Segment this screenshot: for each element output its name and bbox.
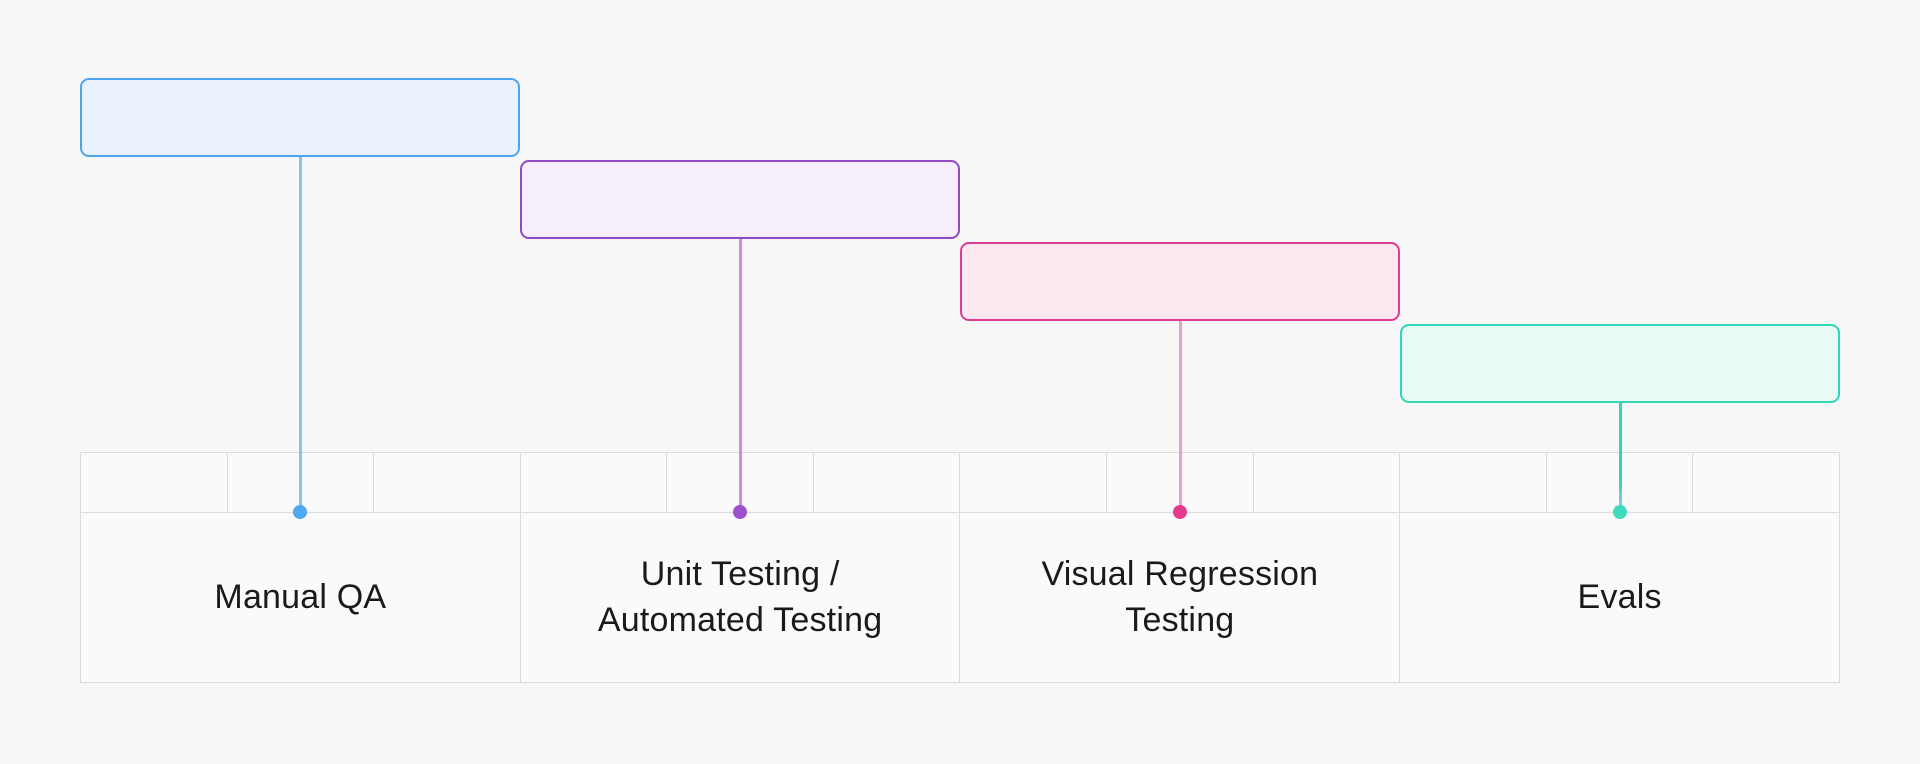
connector-line-unit-testing — [739, 239, 742, 512]
timeline-subcell — [81, 453, 227, 512]
connector-dot-unit-testing — [733, 505, 747, 519]
timeline-subcell — [1693, 453, 1839, 512]
connector-line-evals — [1619, 403, 1622, 512]
timeline-subcell — [1400, 453, 1546, 512]
stage-box-manual-qa — [80, 78, 520, 157]
timeline-subcell — [1253, 453, 1400, 512]
stage-label: Manual QA — [214, 577, 387, 616]
timeline-subcell — [374, 453, 520, 512]
stage-box-visual-regression — [960, 242, 1400, 321]
connector-dot-manual-qa — [293, 505, 307, 519]
stage-label: Evals — [1577, 577, 1662, 616]
timeline-label-cell-evals: Evals — [1400, 513, 1839, 682]
timeline-label-cell-unit-testing: Unit Testing / Automated Testing — [520, 513, 960, 682]
connector-dot-evals — [1613, 505, 1627, 519]
stage-label: Visual Regression Testing — [1041, 554, 1319, 639]
timeline-table: Manual QA Unit Testing / Automated Testi… — [80, 452, 1840, 683]
timeline-subcell — [520, 453, 667, 512]
timeline-label-cell-manual-qa: Manual QA — [81, 513, 520, 682]
connector-line-visual-regression — [1179, 321, 1182, 512]
timeline-label-cell-visual-regression: Visual Regression Testing — [960, 513, 1400, 682]
timeline-subcell — [960, 453, 1107, 512]
stage-box-unit-testing — [520, 160, 960, 239]
stage-box-evals — [1400, 324, 1840, 403]
connector-line-manual-qa — [299, 157, 302, 512]
timeline-subcell — [813, 453, 960, 512]
connector-dot-visual-regression — [1173, 505, 1187, 519]
stage-label: Unit Testing / Automated Testing — [597, 554, 883, 639]
